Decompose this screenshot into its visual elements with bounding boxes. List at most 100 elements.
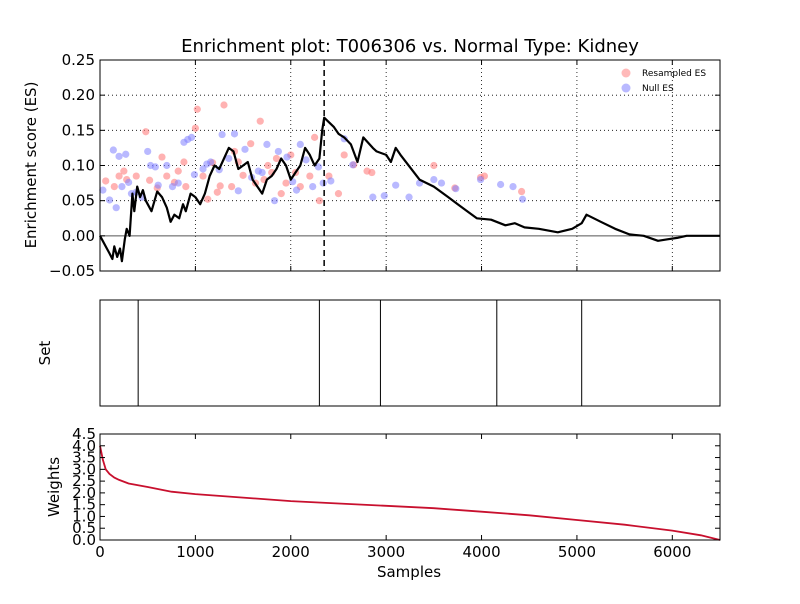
es-ytick-label: 0.10 xyxy=(62,157,95,175)
es-scatter-points xyxy=(99,101,527,212)
resampled-es-point xyxy=(199,172,207,180)
resampled-es-point xyxy=(115,172,123,180)
null-es-point xyxy=(225,154,233,163)
null-es-point xyxy=(497,180,505,189)
null-es-point xyxy=(207,158,215,166)
es-legend: Resampled ES Null ES xyxy=(621,68,706,94)
null-es-point xyxy=(369,193,377,201)
weights-xlabel: Samples xyxy=(377,563,441,581)
weights-xtick-label: 2000 xyxy=(272,543,310,561)
null-es-point xyxy=(125,178,133,186)
null-es-point xyxy=(309,183,317,191)
null-es-point xyxy=(349,161,357,169)
null-es-point xyxy=(296,140,304,148)
resampled-es-point xyxy=(340,151,348,159)
weights-ylabel: Weights xyxy=(45,457,63,517)
legend-label-null: Null ES xyxy=(642,84,674,94)
weights-line xyxy=(99,445,721,541)
es-grid xyxy=(100,60,720,271)
resampled-es-point xyxy=(204,195,212,203)
null-es-point xyxy=(476,175,485,184)
es-ytick-label: −0.05 xyxy=(49,262,95,280)
null-es-point xyxy=(430,175,438,184)
null-es-point xyxy=(314,163,323,171)
null-es-point xyxy=(187,133,196,141)
weights-ytick-label: 2.0 xyxy=(72,484,96,502)
null-es-point xyxy=(270,197,279,205)
null-es-point xyxy=(241,145,249,153)
null-es-point xyxy=(437,179,446,187)
resampled-es-point xyxy=(306,172,314,180)
weights-xtick-label: 3000 xyxy=(367,543,405,561)
null-es-point xyxy=(392,181,400,189)
resampled-es-point xyxy=(193,105,201,113)
null-es-point xyxy=(199,165,207,173)
resampled-es-point xyxy=(110,183,118,191)
null-es-point xyxy=(292,186,301,194)
null-es-point xyxy=(99,186,107,194)
resampled-es-point xyxy=(315,197,323,205)
null-es-point xyxy=(163,161,171,170)
es-running-line xyxy=(99,116,720,263)
resampled-es-point xyxy=(368,168,376,177)
resampled-es-point xyxy=(228,183,236,191)
null-es-point xyxy=(118,183,126,191)
null-es-point xyxy=(452,185,460,193)
null-es-point xyxy=(509,183,517,191)
resampled-es-point xyxy=(213,188,221,196)
es-ytick-label: 0.25 xyxy=(62,51,95,69)
null-es-point xyxy=(122,150,130,158)
legend-label-resampled: Resampled ES xyxy=(642,69,706,79)
weights-ytick-label: 3.5 xyxy=(72,449,96,467)
legend-marker-resampled xyxy=(621,68,631,78)
resampled-es-point xyxy=(191,124,199,132)
null-es-point xyxy=(258,168,266,177)
weights-panel: 4.54.03.53.02.52.01.51.00.50.0 0 1000 2000… xyxy=(72,425,721,561)
resampled-es-point xyxy=(182,183,190,191)
weights-xtick-label: 0 xyxy=(95,543,105,561)
null-es-point xyxy=(112,204,120,212)
null-es-point xyxy=(144,147,152,156)
weights-xtick-label: 1000 xyxy=(176,543,214,561)
weights-xtick-label: 4000 xyxy=(462,543,500,561)
null-es-point xyxy=(319,179,327,187)
weights-ytick-label: 1.5 xyxy=(72,496,96,514)
null-es-point xyxy=(234,187,242,195)
weights-ytick-label: 0.5 xyxy=(72,519,96,537)
resampled-es-point xyxy=(334,190,343,198)
null-es-point xyxy=(218,130,226,139)
es-ytick-label: 0.20 xyxy=(62,86,95,104)
resampled-es-point xyxy=(277,190,285,198)
es-ylabel: Enrichment score (ES) xyxy=(22,82,40,249)
resampled-es-point xyxy=(247,140,255,148)
weights-yticks: 4.54.03.53.02.52.01.51.00.50.0 xyxy=(72,425,720,549)
null-es-point xyxy=(263,140,271,148)
resampled-es-point xyxy=(174,167,182,175)
legend-marker-null xyxy=(621,83,631,93)
null-es-point xyxy=(115,152,123,160)
resampled-es-point xyxy=(264,161,272,170)
resampled-es-point xyxy=(311,133,319,141)
es-panel: 0.25 0.20 0.15 0.10 0.05 0.00 −0.05 Resampled … xyxy=(49,51,721,280)
null-es-point xyxy=(154,181,162,189)
null-es-point xyxy=(230,130,239,138)
es-ytick-label: 0.05 xyxy=(62,192,95,210)
resampled-es-point xyxy=(239,171,247,179)
null-es-point xyxy=(302,156,310,164)
es-title: Enrichment plot: T006306 vs. Normal Type… xyxy=(181,36,639,57)
resampled-es-point xyxy=(120,167,128,175)
resampled-es-point xyxy=(518,187,526,196)
null-es-point xyxy=(168,183,177,191)
null-es-point xyxy=(109,146,117,154)
es-yticks: 0.25 0.20 0.15 0.10 0.05 0.00 −0.05 xyxy=(49,51,720,280)
null-es-point xyxy=(283,153,291,161)
null-es-point xyxy=(405,193,413,201)
set-ylabel: Set xyxy=(36,341,54,366)
weights-ytick-label: 0.0 xyxy=(72,531,96,549)
resampled-es-point xyxy=(163,172,171,180)
resampled-es-point xyxy=(282,179,290,187)
resampled-es-point xyxy=(158,153,166,161)
resampled-es-point xyxy=(102,177,110,185)
